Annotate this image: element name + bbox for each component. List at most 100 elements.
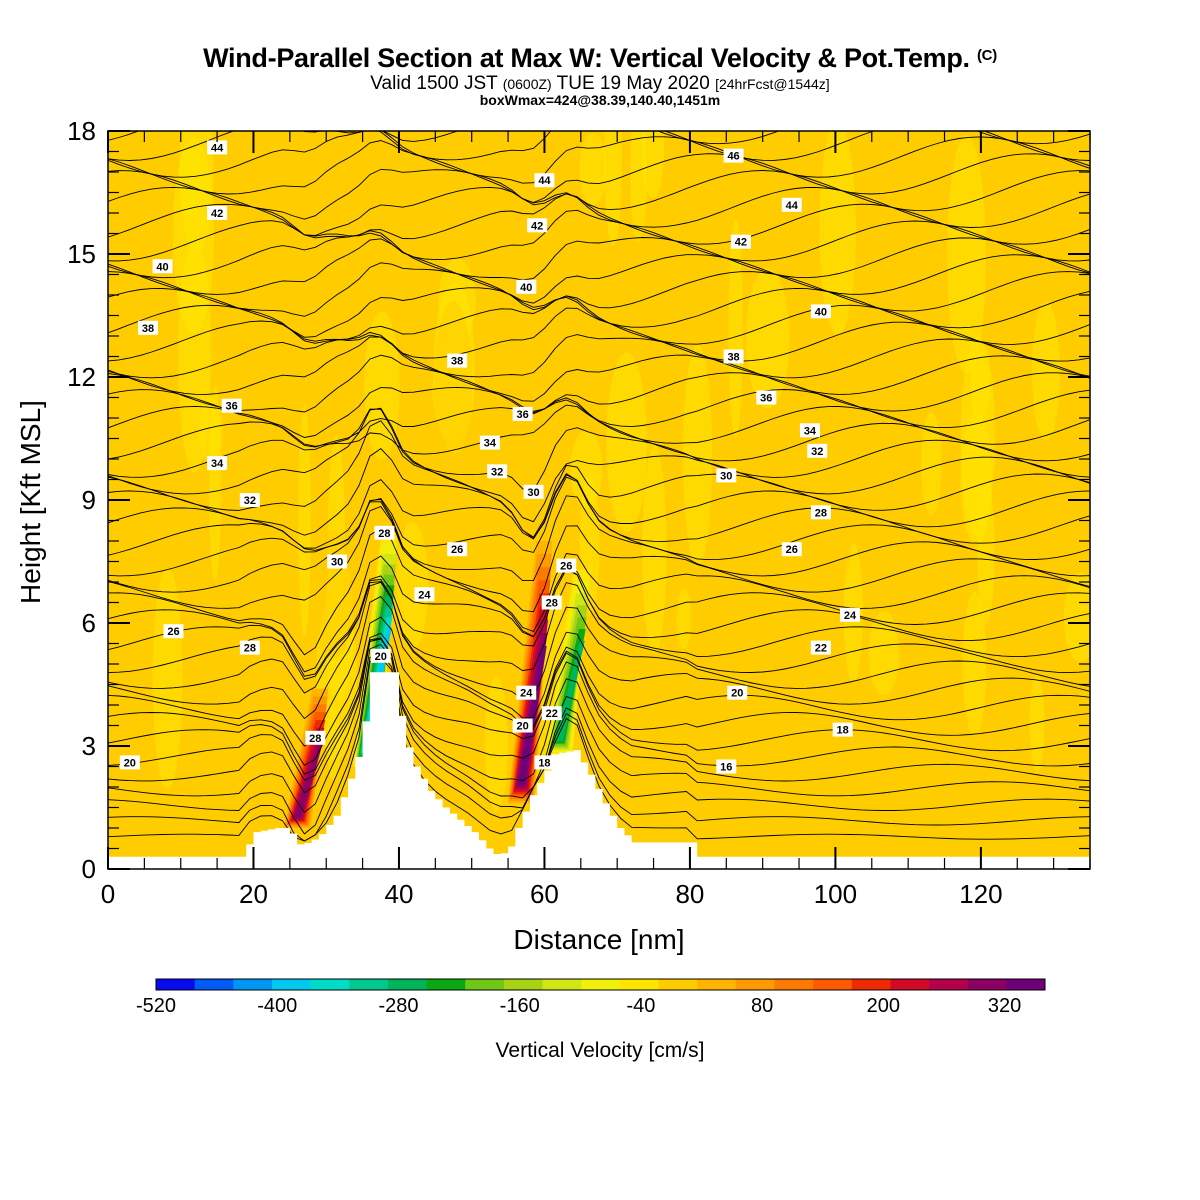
x-tick-label: 120 [959,879,1002,909]
theta-contour [108,527,1090,656]
theta-label-box [207,140,228,155]
theta-label-text: 44 [538,175,551,187]
x-tick-label: 60 [530,879,559,909]
theta-contour [108,193,1090,245]
theta-contour [108,287,1090,338]
colorbar-tick-label: 200 [867,995,900,1017]
theta-label: 36 [512,406,533,421]
theta-label-text: 24 [418,589,431,601]
theta-label-text: 18 [837,725,849,737]
velocity-patch [970,350,991,420]
theta-contour [108,555,1090,673]
velocity-patch [676,588,692,649]
velocity-patch [921,412,942,515]
colorbar-swatch [813,979,853,990]
theta-label-box [512,406,533,421]
theta-label-box [727,685,748,700]
theta-contour [108,656,1090,842]
theta-label-text: 38 [142,323,154,335]
theta-label: 32 [487,464,508,479]
y-tick-label: 15 [67,239,96,269]
theta-label-box [756,390,777,405]
theta-contour-labels: 44 46 44 44 42 42 42 40 40 40 38 38 38 36 36 36 34 32 34 34… [119,140,860,774]
theta-label-box [163,624,184,639]
theta-label-text: 26 [560,561,572,573]
theta-label-box [447,542,468,557]
theta-contour [108,336,1090,402]
velocity-patch [570,430,603,509]
velocity-patch [819,131,856,336]
theta-label-box [716,759,737,774]
theta-label: 26 [781,542,802,557]
theta-label-box [781,542,802,557]
theta-label: 24 [839,607,860,622]
theta-label-box [716,468,737,483]
theta-label: 40 [810,304,831,319]
theta-label: 42 [730,234,751,249]
theta-contours [108,131,1090,842]
colorbar-title: Vertical Velocity [cm/s] [496,1039,705,1062]
theta-label: 44 [534,173,555,188]
theta-label: 26 [163,624,184,639]
velocity-patch [868,611,900,696]
colorbar-swatch [156,979,196,990]
theta-label-text: 28 [244,643,256,655]
theta-label: 36 [221,398,242,413]
velocity-patch [792,780,816,869]
velocity-patch [396,521,429,649]
velocity-patch [1032,301,1060,441]
theta-label-box [810,640,831,655]
theta-label-box [487,464,508,479]
theta-label: 42 [207,206,228,220]
colorbar-swatch [619,979,659,990]
theta-contour [108,230,1090,281]
theta-label-text: 42 [735,237,747,249]
colorbar-tick-label: -520 [136,995,176,1017]
theta-label: 20 [370,648,391,663]
theta-label-box [327,554,348,569]
theta-label-text: 28 [378,528,390,540]
theta-label-text: 42 [211,208,223,220]
x-axis: 0 20 40 60 80 100 120 [101,131,1091,909]
theta-label-text: 28 [815,507,827,519]
theta-label-box [152,259,173,274]
theta-contour [108,140,1090,203]
theta-label-text: 20 [516,721,528,733]
theta-label: 28 [541,595,562,610]
theta-label-text: 32 [491,466,503,478]
valid-date: TUE 19 May 2020 [556,73,710,94]
x-tick-label: 80 [675,879,704,909]
colorbar-swatch [658,979,698,990]
colorbar-swatch [774,979,814,990]
theta-label: 18 [534,755,555,770]
colorbar-swatch [735,979,775,990]
velocity-patch [962,591,987,736]
theta-label-box [516,279,537,294]
theta-contour [108,568,1090,677]
theta-label-box [239,640,260,655]
theta-label-text: 34 [484,438,497,450]
theta-label: 38 [138,320,159,335]
theta-label-box [523,484,544,499]
theta-label-text: 44 [786,200,799,212]
updraft-band [293,743,323,819]
velocity-patch [1063,572,1090,663]
theta-label-box [479,435,500,450]
colorbar-swatch [1006,979,1046,990]
theta-contour [108,652,1090,842]
theta-contour [108,595,1090,747]
theta-label-text: 24 [520,688,533,700]
theta-label-box [119,755,140,770]
theta-label: 40 [152,259,173,274]
theta-label-text: 34 [211,458,224,470]
velocity-patch [218,610,262,721]
theta-label-text: 38 [727,352,739,364]
velocity-patch [109,484,149,571]
x-tick-label: 0 [101,879,115,909]
theta-label: 44 [781,197,802,212]
theta-label-box [527,218,548,233]
theta-contour [108,331,1090,379]
theta-contour [108,448,1090,540]
theta-label: 38 [447,353,468,368]
theta-label-box [414,587,435,602]
